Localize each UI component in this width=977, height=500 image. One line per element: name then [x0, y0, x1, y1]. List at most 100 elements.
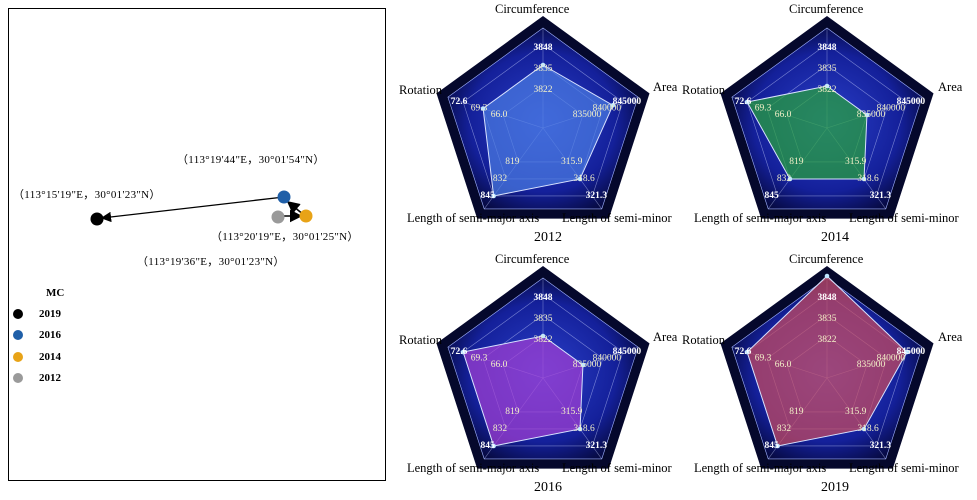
tick-label-circumference-1: 3835: [534, 314, 553, 324]
radar-data-area: [746, 85, 868, 180]
coord-label-2016: （113°19'44"E，30°01'54"N）: [177, 154, 325, 166]
radar-data-point-semi_major: [787, 176, 793, 182]
radar-data-point-rotation: [460, 349, 466, 355]
radar-data-point-circumference: [824, 273, 830, 279]
tick-label-semi_major-1: 832: [777, 424, 792, 434]
radar-data-point-area: [864, 112, 870, 118]
axis-label-semi-minor: Length of semi-minor: [562, 461, 672, 475]
map-legend: MC 2019 2016 2014 2012: [13, 287, 64, 389]
tick-label-semi_minor-0: 315.9: [561, 157, 583, 167]
axis-label-circumference: Circumference: [789, 252, 864, 266]
radar-data-area: [462, 335, 584, 447]
radar-data-point-circumference: [824, 83, 830, 89]
radar-ring-2: [746, 43, 908, 197]
radar-data-point-semi_major: [491, 443, 496, 449]
tick-label-semi_minor-1: 318.6: [857, 174, 879, 184]
tick-label-semi_major-0: 819: [789, 407, 804, 417]
tick-label-semi_minor-1: 318.6: [573, 174, 595, 184]
radar-ring-2: [462, 293, 624, 447]
radar-data-point-semi_minor: [577, 426, 583, 432]
point-2019: [90, 212, 104, 226]
legend-item-2012: 2012: [13, 368, 64, 390]
legend-dot-2016: [13, 330, 23, 341]
tick-label-rotation-1: 69.3: [471, 104, 488, 114]
radar-2014: 3822 3835 3848 835000 840000 845000 315.9 318.6…: [682, 0, 972, 250]
tick-label-semi_minor-0: 315.9: [845, 157, 867, 167]
tick-label-circumference-0: 3822: [534, 85, 553, 95]
tick-label-circumference-2: 3848: [818, 43, 837, 53]
tick-label-area-0: 835000: [857, 360, 886, 370]
coord-label-2014: （113°20'19"E，30°01'25"N）: [211, 231, 359, 243]
radar-2019: 3822 3835 3848 835000 840000 845000 315.9 318.6…: [682, 250, 972, 500]
tick-label-area-1: 840000: [593, 354, 622, 364]
migration-arrow-2016-2019: [100, 196, 285, 223]
tick-label-circumference-0: 3822: [818, 85, 837, 95]
radar-data-point-semi_major: [491, 193, 496, 199]
tick-label-semi_major-1: 832: [493, 174, 508, 184]
legend-dot-2014: [13, 351, 23, 362]
tick-label-rotation-0: 66.0: [491, 360, 508, 370]
tick-label-area-1: 840000: [593, 104, 622, 114]
point-2014: [299, 209, 313, 223]
radar-year-2014: 2014: [821, 230, 849, 245]
radar-2016: 3822 3835 3848 835000 840000 845000 315.9 318.6…: [398, 250, 688, 500]
radar-data-area: [746, 275, 908, 447]
legend-dot-2012: [13, 373, 23, 384]
tick-label-semi_minor-0: 315.9: [845, 407, 867, 417]
tick-label-semi_major-1: 832: [777, 174, 792, 184]
radar-ring-2: [462, 43, 624, 197]
point-2012: [271, 210, 285, 224]
tick-label-circumference-0: 3822: [818, 335, 837, 345]
tick-label-area-2: 845000: [897, 347, 926, 357]
legend-label-2012: 2012: [39, 372, 61, 385]
tick-label-rotation-1: 69.3: [755, 104, 772, 114]
tick-label-semi_major-0: 819: [505, 407, 519, 417]
axis-label-semi-major: Length of semi-major axis: [694, 461, 827, 475]
tick-label-circumference-2: 3848: [534, 43, 553, 53]
tick-label-rotation-2: 72.6: [735, 97, 752, 107]
tick-label-area-2: 845000: [613, 97, 642, 107]
radar-data-point-circumference: [540, 62, 546, 68]
radar-data-point-rotation: [744, 349, 750, 355]
radar-data-point-semi_major: [775, 443, 780, 449]
tick-label-rotation-2: 72.6: [735, 347, 752, 357]
tick-label-rotation-0: 66.0: [775, 110, 792, 120]
axis-label-area: Area: [938, 80, 963, 94]
axis-label-circumference: Circumference: [789, 2, 864, 16]
radar-data-point-circumference: [540, 333, 546, 339]
legend-label-2019: 2019: [39, 307, 61, 320]
tick-label-semi_minor-1: 318.6: [573, 424, 595, 434]
axis-label-semi-major: Length of semi-major axis: [407, 461, 540, 475]
tick-label-area-2: 845000: [613, 347, 642, 357]
axis-label-circumference: Circumference: [495, 252, 570, 266]
legend-item-2019: 2019: [13, 303, 64, 325]
radar-year-2016: 2016: [534, 480, 562, 495]
tick-label-rotation-1: 69.3: [755, 354, 772, 364]
legend-label-2016: 2016: [39, 329, 61, 342]
radar-data-point-area: [580, 362, 586, 368]
tick-label-semi_minor-2: 321.3: [870, 191, 892, 201]
tick-label-semi_major-0: 819: [505, 157, 519, 167]
coord-label-2012: （113°19'36"E，30°01'23"N）: [137, 256, 285, 268]
axis-label-rotation: Rotation: [399, 333, 443, 347]
map-panel: （113°19'44"E，30°01'54"N） （113°15'19"E，30…: [8, 8, 386, 481]
legend-dot-2019: [13, 308, 23, 319]
tick-label-semi_major-2: 845: [765, 191, 780, 201]
radar-data-point-rotation: [480, 106, 486, 111]
radar-data-point-rotation: [744, 99, 750, 105]
radar-data-point-semi_minor: [861, 176, 867, 182]
tick-label-semi_minor-2: 321.3: [586, 191, 608, 201]
tick-label-semi_major-2: 845: [481, 191, 496, 201]
tick-label-rotation-2: 72.6: [451, 97, 468, 107]
tick-label-semi_major-2: 845: [481, 441, 496, 451]
coord-label-2019: （113°15'19"E，30°01'23"N）: [13, 189, 161, 201]
tick-label-rotation-0: 66.0: [491, 110, 508, 120]
radar-data-point-semi_minor: [861, 426, 867, 432]
axis-label-area: Area: [653, 80, 678, 94]
tick-label-circumference-2: 3848: [534, 293, 553, 303]
tick-label-semi_minor-2: 321.3: [586, 441, 608, 451]
legend-item-2014: 2014: [13, 346, 64, 368]
tick-label-semi_major-0: 819: [789, 157, 804, 167]
legend-title: MC: [46, 287, 65, 299]
